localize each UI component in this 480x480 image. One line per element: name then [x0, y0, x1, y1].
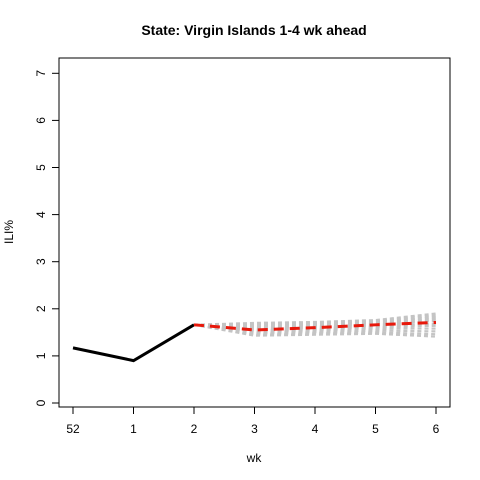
x-tick-label: 5 — [372, 422, 379, 436]
y-tick-label: 5 — [34, 164, 48, 171]
forecast-mean-line — [193, 320, 437, 332]
y-tick-label: 1 — [34, 352, 48, 359]
y-axis: 0 1 2 3 4 5 6 7 — [34, 70, 60, 406]
ensemble-member-line — [193, 323, 437, 336]
x-tick-label: 52 — [66, 422, 80, 436]
x-axis-label: wk — [246, 451, 263, 465]
y-tick-label: 2 — [34, 305, 48, 312]
y-tick-label: 4 — [34, 211, 48, 218]
y-tick-label: 7 — [34, 70, 48, 77]
series-lines — [72, 320, 437, 363]
y-axis-label: ILI% — [2, 220, 16, 244]
y-tick-label: 3 — [34, 258, 48, 265]
ensemble-member-line — [193, 323, 437, 338]
x-tick-label: 4 — [312, 422, 319, 436]
ensemble-lines — [193, 312, 437, 338]
x-tick-label: 6 — [433, 422, 440, 436]
x-axis: 52 1 2 3 4 5 6 — [66, 406, 440, 436]
x-tick-label: 3 — [251, 422, 258, 436]
plot-frame — [58, 57, 451, 408]
y-tick-label: 6 — [34, 117, 48, 124]
ensemble-member-line — [193, 318, 437, 328]
chart-title: State: Virgin Islands 1-4 wk ahead — [141, 22, 366, 38]
observed-line — [72, 323, 195, 363]
x-tick-label: 2 — [191, 422, 198, 436]
ensemble-member-line — [193, 323, 437, 335]
ensemble-member-line — [193, 323, 436, 333]
y-tick-label: 0 — [34, 399, 48, 406]
x-tick-label: 1 — [130, 422, 137, 436]
